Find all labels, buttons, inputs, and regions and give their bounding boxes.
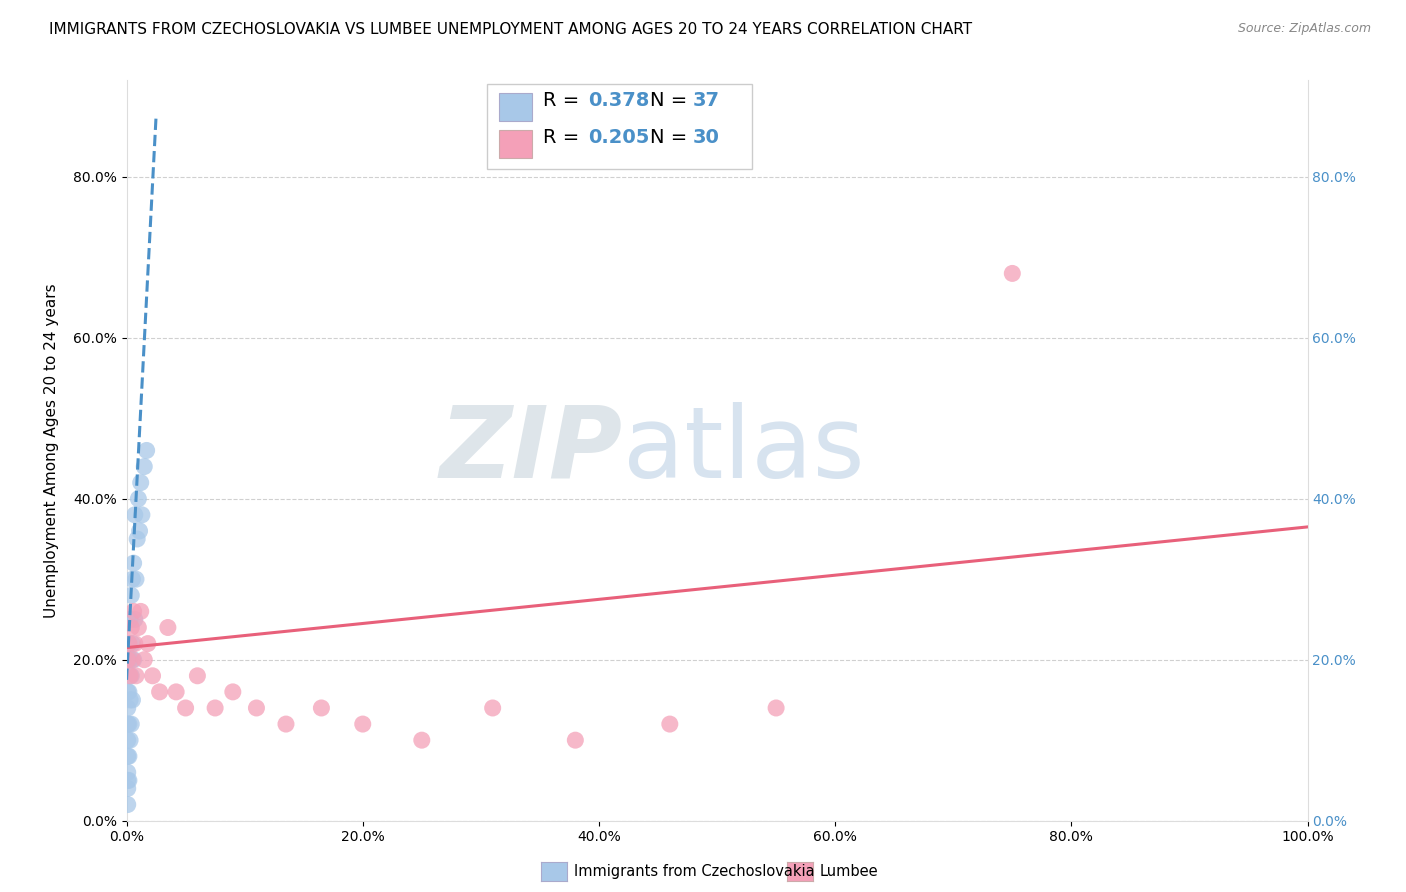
Point [118,717,141,731]
Point [352,717,374,731]
Point [120,733,142,747]
Point [129,604,152,618]
Point [131,508,153,522]
Text: ZIP: ZIP [440,402,623,499]
Point [117,733,139,747]
Text: 0.378: 0.378 [588,91,650,110]
Text: N =: N = [650,91,693,110]
Point [120,612,142,626]
Point [135,443,157,458]
FancyBboxPatch shape [499,93,531,121]
Text: Source: ZipAtlas.com: Source: ZipAtlas.com [1237,22,1371,36]
Text: 0.205: 0.205 [588,128,650,147]
Point [117,781,139,796]
Point [165,685,187,699]
Point [564,733,586,747]
Point [127,532,149,546]
Point [245,701,267,715]
Point [411,733,433,747]
Text: R =: R = [544,128,586,147]
Point [124,612,146,626]
Point [117,773,139,788]
Point [481,701,503,715]
Text: atlas: atlas [623,402,865,499]
Point [124,508,146,522]
Point [118,637,141,651]
Point [117,701,139,715]
Point [128,524,150,538]
Point [117,797,139,812]
Point [311,701,333,715]
Point [117,749,139,764]
Point [1001,267,1024,281]
Point [204,701,226,715]
Text: 30: 30 [692,128,718,147]
FancyBboxPatch shape [486,84,752,169]
Text: Immigrants from Czechoslovakia: Immigrants from Czechoslovakia [574,864,814,879]
Text: IMMIGRANTS FROM CZECHOSLOVAKIA VS LUMBEE UNEMPLOYMENT AMONG AGES 20 TO 24 YEARS : IMMIGRANTS FROM CZECHOSLOVAKIA VS LUMBEE… [49,22,973,37]
Point [222,685,245,699]
Point [117,765,139,780]
Text: Lumbee: Lumbee [820,864,879,879]
Point [274,717,297,731]
Point [127,491,149,506]
Point [127,620,149,634]
Point [122,653,145,667]
Point [117,717,139,731]
Point [141,669,163,683]
Point [124,637,146,651]
Point [134,653,156,667]
Point [117,653,139,667]
Point [118,773,141,788]
Point [149,685,172,699]
Point [122,604,145,618]
Point [120,653,142,667]
Y-axis label: Unemployment Among Ages 20 to 24 years: Unemployment Among Ages 20 to 24 years [44,283,59,618]
Point [118,685,141,699]
Text: N =: N = [650,128,693,147]
Point [121,572,143,586]
Point [117,685,139,699]
Point [121,693,143,707]
Point [120,669,142,683]
Point [118,749,141,764]
Point [120,717,142,731]
Point [120,669,142,683]
Point [121,637,143,651]
Point [120,588,142,602]
Point [134,459,156,474]
Point [125,572,148,586]
Point [658,717,681,731]
FancyBboxPatch shape [499,130,531,158]
Point [136,637,159,651]
Point [129,475,152,490]
Point [120,693,142,707]
Point [186,669,208,683]
Point [156,620,179,634]
Point [118,637,141,651]
Point [765,701,787,715]
Text: 37: 37 [692,91,720,110]
Point [125,669,148,683]
Point [174,701,197,715]
Text: R =: R = [544,91,586,110]
Point [121,653,143,667]
Point [120,620,142,634]
Point [118,653,141,667]
Point [122,556,145,570]
